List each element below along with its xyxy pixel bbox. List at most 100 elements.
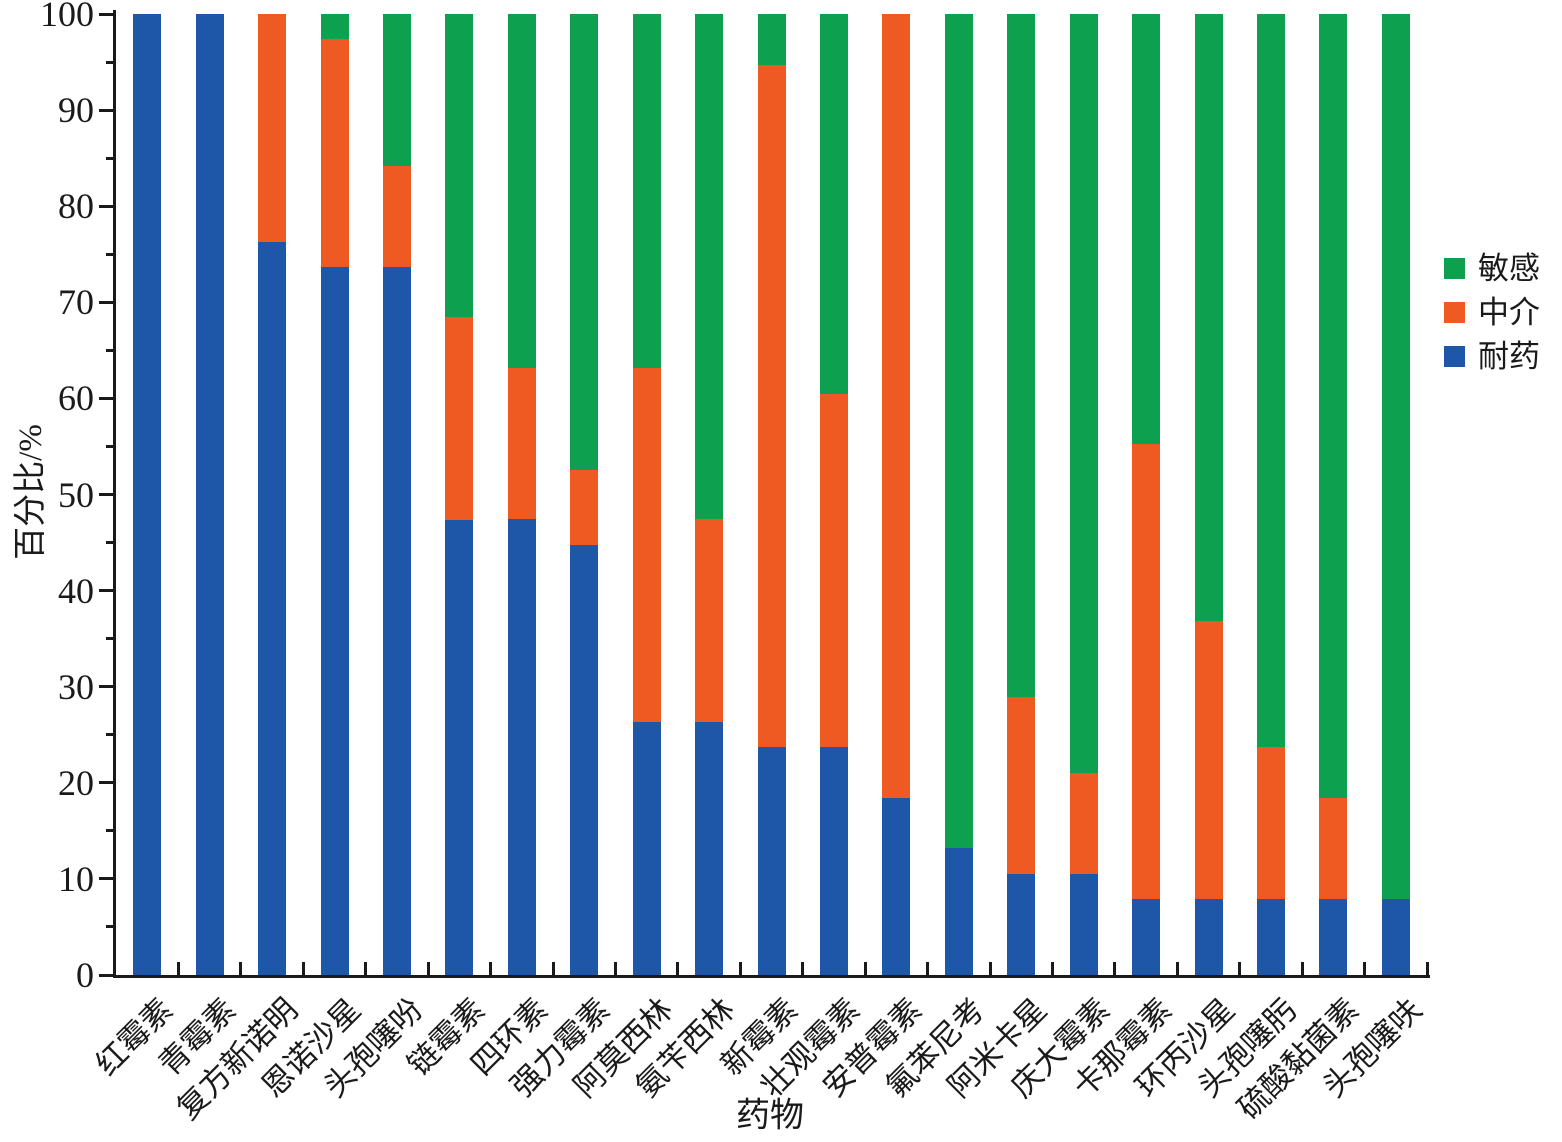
bar-1 xyxy=(133,14,162,975)
x-tick xyxy=(738,962,742,975)
x-tick xyxy=(1425,962,1429,975)
bar-segment-intermediate xyxy=(445,317,474,520)
bar-segment-intermediate xyxy=(632,368,661,722)
bar-segment-intermediate xyxy=(258,14,287,242)
bar-segment-intermediate xyxy=(1256,747,1285,900)
bar-segment-intermediate xyxy=(1069,772,1098,874)
legend-item-sensitive: 敏感 xyxy=(1444,246,1540,290)
bar-segment-intermediate xyxy=(882,14,911,799)
legend-label-sensitive: 敏感 xyxy=(1478,250,1540,286)
x-tick xyxy=(863,962,867,975)
y-minor-tick xyxy=(106,541,113,545)
x-axis-line xyxy=(113,975,1430,978)
bar-segment-resistant xyxy=(570,545,599,975)
y-minor-tick xyxy=(106,348,113,352)
bar-6 xyxy=(445,14,474,975)
bar-segment-intermediate xyxy=(1194,621,1223,900)
bar-segment-resistant xyxy=(1194,899,1223,975)
y-major-tick xyxy=(99,589,113,593)
bar-segment-intermediate xyxy=(507,367,536,520)
y-major-tick xyxy=(99,973,113,977)
bar-segment-sensitive xyxy=(445,14,474,318)
bar-19 xyxy=(1256,14,1285,975)
y-tick-label: 90 xyxy=(58,90,94,131)
bar-segment-resistant xyxy=(1007,874,1036,975)
y-minor-tick xyxy=(106,60,113,64)
x-tick xyxy=(1050,962,1054,975)
bar-12 xyxy=(819,14,848,975)
x-tick xyxy=(489,962,493,975)
x-tick xyxy=(1113,962,1117,975)
legend-swatch-intermediate-icon xyxy=(1444,301,1465,323)
x-tick xyxy=(1300,962,1304,975)
bar-segment-intermediate xyxy=(1007,697,1036,875)
bar-segment-resistant xyxy=(1069,873,1098,975)
bar-segment-sensitive xyxy=(1381,14,1410,900)
legend-swatch-resistant-icon xyxy=(1444,345,1465,367)
x-tick xyxy=(1363,962,1367,975)
bar-5 xyxy=(382,14,411,975)
bar-11 xyxy=(757,14,786,975)
x-tick xyxy=(613,962,617,975)
y-axis-title: 百分比/% xyxy=(13,424,49,560)
bar-8 xyxy=(570,14,599,975)
y-tick-label: 100 xyxy=(40,0,94,34)
bar-17 xyxy=(1132,14,1161,975)
bar-segment-resistant xyxy=(320,266,349,975)
bar-segment-resistant xyxy=(757,747,786,975)
bar-segment-intermediate xyxy=(570,469,599,546)
y-tick-label: 20 xyxy=(58,762,94,803)
y-tick-label: 10 xyxy=(58,858,94,899)
bar-segment-sensitive xyxy=(320,14,349,39)
bar-segment-sensitive xyxy=(1319,14,1348,799)
x-tick xyxy=(551,962,555,975)
bar-3 xyxy=(258,14,287,975)
bar-segment-intermediate xyxy=(382,165,411,267)
y-major-tick xyxy=(99,396,113,400)
legend-item-intermediate: 中介 xyxy=(1444,290,1540,334)
y-tick-label: 70 xyxy=(58,282,94,323)
bar-segment-intermediate xyxy=(1132,443,1161,900)
bar-segment-resistant xyxy=(382,266,411,975)
bar-segment-resistant xyxy=(507,519,536,975)
bar-13 xyxy=(882,14,911,975)
y-minor-tick xyxy=(106,925,113,929)
y-major-tick xyxy=(99,204,113,208)
bar-segment-sensitive xyxy=(570,14,599,470)
bar-2 xyxy=(195,14,224,975)
y-tick-label: 60 xyxy=(58,378,94,419)
legend-swatch-sensitive-icon xyxy=(1444,257,1465,279)
bar-segment-sensitive xyxy=(1256,14,1285,748)
y-minor-tick xyxy=(106,444,113,448)
y-tick-label: 80 xyxy=(58,186,94,227)
y-axis-line xyxy=(113,10,116,978)
y-minor-tick xyxy=(106,637,113,641)
bar-segment-resistant xyxy=(819,747,848,975)
bar-segment-sensitive xyxy=(1194,14,1223,622)
x-tick xyxy=(301,962,305,975)
y-tick-label: 40 xyxy=(58,570,94,611)
x-tick xyxy=(801,962,805,975)
x-tick xyxy=(364,962,368,975)
bar-segment-sensitive xyxy=(695,14,724,520)
bar-segment-sensitive xyxy=(1132,14,1161,444)
bar-segment-intermediate xyxy=(695,519,724,723)
bar-20 xyxy=(1319,14,1348,975)
x-tick xyxy=(239,962,243,975)
bar-15 xyxy=(1007,14,1036,975)
y-major-tick xyxy=(99,108,113,112)
bar-segment-sensitive xyxy=(819,14,848,394)
bar-segment-resistant xyxy=(133,14,162,975)
bar-7 xyxy=(507,14,536,975)
bar-16 xyxy=(1069,14,1098,975)
legend-label-intermediate: 中介 xyxy=(1478,294,1540,330)
bar-segment-resistant xyxy=(632,722,661,975)
bar-4 xyxy=(320,14,349,975)
bar-segment-resistant xyxy=(445,519,474,975)
bar-segment-resistant xyxy=(195,14,224,975)
y-tick-label: 0 xyxy=(76,955,94,995)
bar-segment-resistant xyxy=(1256,899,1285,975)
bar-segment-sensitive xyxy=(1069,14,1098,773)
y-major-tick xyxy=(99,685,113,689)
